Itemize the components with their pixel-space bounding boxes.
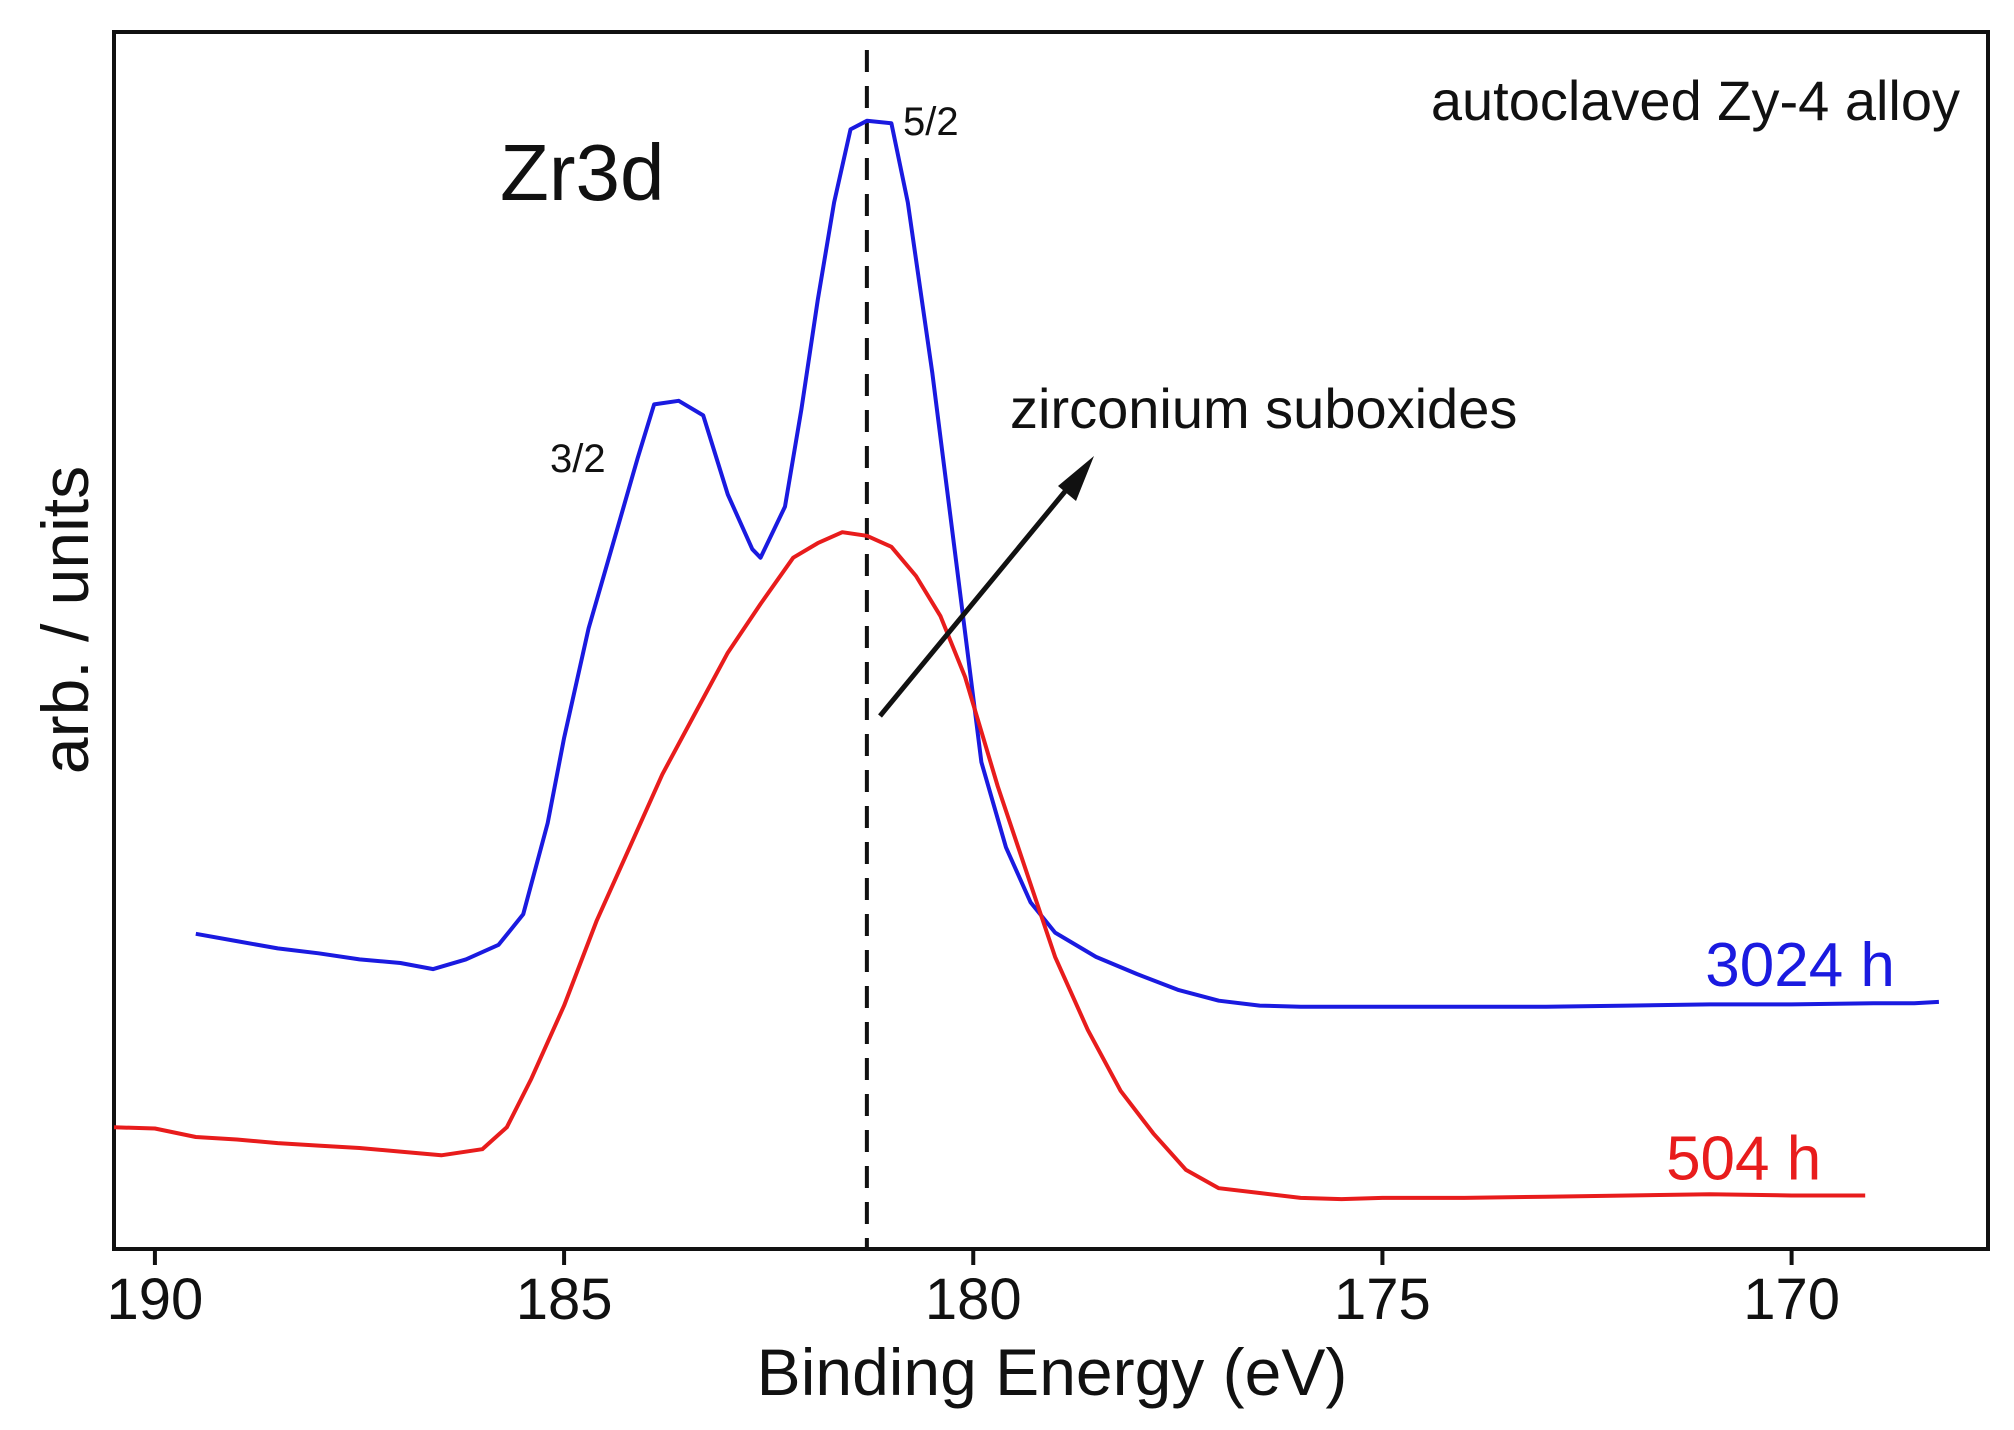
series-line-0 [195, 118, 1940, 1009]
series-group: 3024 h 504 h [113, 118, 1940, 1202]
series-label-1: 504 h [1666, 1124, 1821, 1193]
x-axis-title: Binding Energy (eV) [757, 1335, 1348, 1409]
x-tick-label-1: 185 [516, 1267, 613, 1332]
series-label-0: 3024 h [1705, 931, 1895, 1000]
plot-frame [112, 30, 1990, 1251]
chart-subtitle: autoclaved Zy-4 alloy [1431, 69, 1960, 132]
x-tick-label-0: 190 [107, 1267, 204, 1332]
suboxide-arrow [878, 456, 1094, 718]
x-ticks: 190 185 180 175 170 [107, 1249, 1840, 1332]
arrow-annotation-text: zirconium suboxides [1010, 377, 1517, 440]
x-tick-label-3: 175 [1334, 1267, 1431, 1332]
series-line-1 [113, 530, 1866, 1202]
chart-title: Zr3d [500, 128, 665, 217]
x-tick-label-2: 180 [925, 1267, 1022, 1332]
peak-label-5-2: 5/2 [903, 100, 959, 144]
peak-label-3-2: 3/2 [550, 437, 606, 481]
y-axis-title: arb. / units [28, 466, 102, 774]
x-tick-label-4: 170 [1743, 1267, 1840, 1332]
